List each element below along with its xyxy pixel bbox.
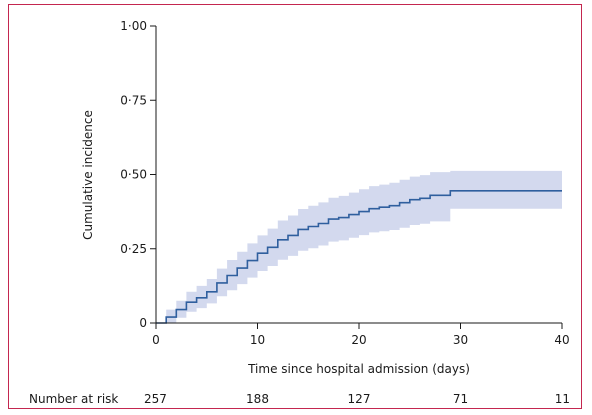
x-axis-label: Time since hospital admission (days): [247, 362, 470, 376]
axes-layer: 0 0·25 0·50 0·75 1·00 0 10 20 30 40: [120, 19, 569, 347]
risk-table-label: Number at risk: [29, 392, 118, 406]
risk-count: 71: [453, 392, 468, 406]
cumulative-incidence-line: [156, 190, 562, 324]
y-tick-label: 0·25: [120, 242, 147, 256]
y-tick-label: 0: [139, 316, 147, 330]
x-tick-label: 30: [453, 333, 468, 347]
y-axis-label: Cumulative incidence: [81, 110, 95, 240]
risk-count: 127: [348, 392, 371, 406]
risk-count: 188: [246, 392, 269, 406]
risk-count: 11: [555, 392, 570, 406]
x-tick-label: 0: [152, 333, 160, 347]
figure-frame: [8, 4, 582, 409]
x-tick-label: 40: [554, 333, 569, 347]
y-tick-label: 1·00: [120, 19, 147, 33]
risk-table-counts: 257 188 127 71 11: [144, 392, 570, 406]
confidence-band-layer: [156, 170, 562, 323]
x-tick-label: 10: [250, 333, 265, 347]
y-tick-label: 0·75: [120, 93, 147, 107]
confidence-band: [156, 170, 562, 323]
risk-count: 257: [144, 392, 167, 406]
x-tick-label: 20: [351, 333, 366, 347]
incidence-line-layer: [156, 190, 562, 324]
y-tick-label: 0·50: [120, 168, 147, 182]
